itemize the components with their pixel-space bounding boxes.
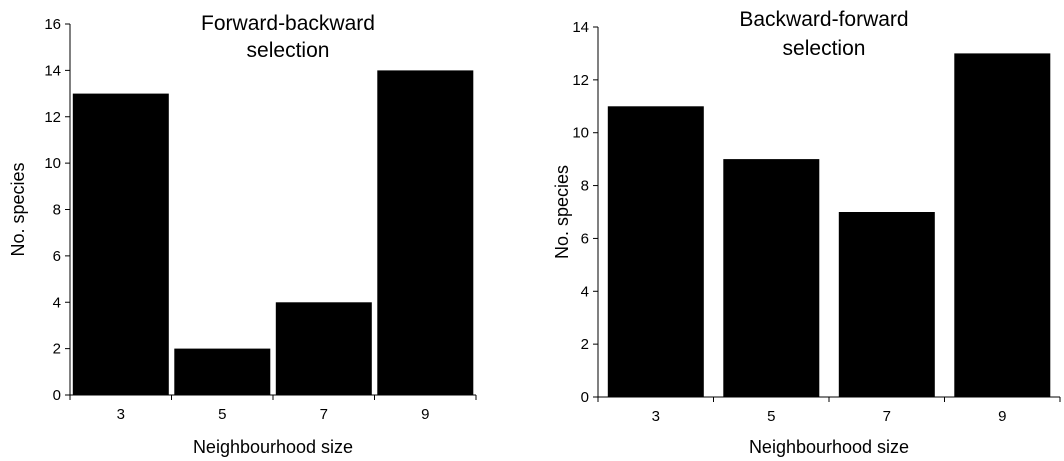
bar-7 [275,302,372,396]
bar-3 [72,93,169,395]
y-tick-label: 6 [581,230,589,247]
y-tick-label: 4 [53,294,61,311]
x-tick-label: 7 [883,408,891,425]
bar-9 [954,53,1051,398]
y-tick-label: 8 [581,178,589,195]
x-axis-title: Neighbourhood size [193,437,353,457]
chart-title-line: Forward-backward [201,12,375,35]
x-tick-label: 9 [998,408,1006,425]
y-tick-label: 0 [53,387,61,404]
chart-backward-forward: 0 2 4 6 8 10 12 14 3 5 7 9 Neighbourhood size No. spe… [552,8,1061,457]
y-axis-title: No. species [552,165,572,259]
y-tick-label: 16 [44,16,61,33]
y-tick-label: 2 [581,336,589,353]
y-tick-label: 10 [572,125,589,142]
y-tick-label: 6 [53,248,61,265]
x-tick-label: 5 [767,408,775,425]
bar-5 [174,348,271,395]
y-tick-label: 2 [53,341,61,358]
chart-title-line: selection [247,39,330,62]
y-tick-label: 4 [581,283,589,300]
x-tick-label: 5 [218,406,226,423]
x-tick-label: 3 [117,406,125,423]
y-tick-label: 14 [572,19,589,36]
x-tick-label: 3 [652,408,660,425]
bar-7 [838,212,935,397]
x-axis-title: Neighbourhood size [749,437,909,457]
y-tick-label: 14 [44,62,61,79]
chart-title-line: Backward-forward [739,8,908,31]
y-tick-label: 12 [44,109,61,126]
x-tick-label: 7 [320,406,328,423]
chart-title-line: selection [783,37,866,60]
bar-9 [377,70,474,396]
y-axis-title: No. species [8,162,28,256]
bar-5 [723,159,820,397]
y-tick-label: 10 [44,155,61,172]
x-tick-label: 9 [421,406,429,423]
bar-3 [607,106,704,398]
y-tick-label: 0 [581,389,589,406]
chart-forward-backward: 0 2 4 6 8 10 12 14 16 3 5 7 9 Neighbourhood size No. s… [8,12,477,457]
y-tick-label: 12 [572,72,589,89]
y-tick-label: 8 [53,202,61,219]
